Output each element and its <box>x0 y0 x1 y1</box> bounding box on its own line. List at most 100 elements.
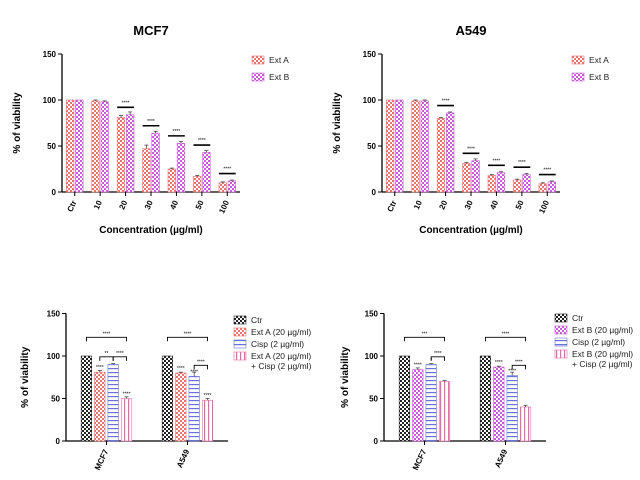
bar <box>94 371 106 442</box>
x-tick-label: 100 <box>537 199 551 215</box>
legend-swatch <box>233 339 247 349</box>
chart-panel-3: 0 50 100 150 % of viability MCF7 **** **** A549 *… <box>20 310 312 472</box>
significance-label: **** <box>190 369 198 375</box>
significance-label: **** <box>502 331 510 337</box>
x-tick-label: 100 <box>217 199 231 215</box>
legend-label: Ext A (20 µg/ml) <box>251 327 311 337</box>
y-tick-label: 150 <box>363 50 377 59</box>
significance-label: **** <box>508 369 516 375</box>
bar <box>398 355 411 442</box>
x-tick-label: A549 <box>493 448 509 470</box>
bar <box>188 376 200 442</box>
bar <box>436 118 446 193</box>
y-axis-label: % of viability <box>20 346 31 408</box>
legend-swatch <box>571 55 585 65</box>
x-tick-label: 50 <box>514 199 526 211</box>
bar <box>66 99 75 193</box>
bar <box>100 101 109 193</box>
significance-label: **** <box>204 393 212 399</box>
significance-label: **** <box>198 138 206 144</box>
y-tick-label: 0 <box>52 188 57 197</box>
significance-label: **** <box>518 160 526 166</box>
y-tick-label: 100 <box>365 352 379 361</box>
legend-label: Cisp (2 µg/ml) <box>572 337 625 347</box>
x-tick-label: 50 <box>194 199 206 211</box>
y-tick-label: 150 <box>43 50 57 59</box>
significance-label: **** <box>515 359 523 365</box>
bar <box>513 179 522 193</box>
significance-bracket <box>430 356 445 361</box>
x-tick-label: 10 <box>92 199 104 211</box>
legend-swatch <box>554 313 568 323</box>
bar <box>538 183 547 193</box>
legend-swatch <box>251 55 265 65</box>
legend-swatch <box>233 327 247 337</box>
significance-bracket <box>112 356 127 361</box>
bar <box>547 181 556 193</box>
bar <box>395 99 404 193</box>
chart-panel-2: A549 0 50 100 150 % of viability Concentration… <box>332 23 610 236</box>
x-tick-label: 30 <box>143 199 155 211</box>
x-axis-label: Concentration (µg/ml) <box>419 225 523 236</box>
y-tick-label: 50 <box>51 395 60 404</box>
y-tick-label: 50 <box>47 142 56 151</box>
significance-label: **** <box>122 100 130 106</box>
bar <box>80 355 93 442</box>
y-tick-label: 0 <box>56 437 61 446</box>
y-axis-label: % of viability <box>332 92 343 154</box>
bar <box>506 375 518 442</box>
bar <box>175 372 187 442</box>
bar <box>487 175 496 193</box>
legend-label: Ext B <box>269 72 290 82</box>
significance-label: *** <box>422 331 428 337</box>
significance-label: **** <box>493 158 501 164</box>
legend-swatch <box>251 72 265 82</box>
significance-label: **** <box>442 99 450 105</box>
significance-label: **** <box>434 351 442 357</box>
bar <box>107 364 119 442</box>
significance-bracket <box>99 356 114 361</box>
x-tick-label: A549 <box>175 448 191 470</box>
y-tick-label: 100 <box>43 96 57 105</box>
significance-label: **** <box>123 392 131 398</box>
legend-swatch <box>571 72 585 82</box>
x-tick-label: 10 <box>412 199 424 211</box>
significance-label: ** <box>105 351 109 357</box>
y-tick-label: 50 <box>367 142 376 151</box>
bar <box>218 182 227 193</box>
bar <box>462 163 471 193</box>
legend-swatch <box>554 337 568 347</box>
chart-title: MCF7 <box>133 23 168 38</box>
significance-label: **** <box>147 119 155 125</box>
bar <box>91 100 100 193</box>
chart-panel-1: MCF7 0 50 100 150 % of viability Concentration… <box>12 23 290 236</box>
x-tick-label: Ctr <box>65 199 78 213</box>
legend-swatch <box>554 325 568 335</box>
significance-bracket <box>167 336 208 342</box>
bar <box>202 152 211 193</box>
bar <box>412 369 424 442</box>
bar <box>116 117 126 193</box>
legend-label: Ext A <box>269 55 289 65</box>
significance-label: **** <box>414 363 422 369</box>
x-tick-label: 20 <box>437 199 449 211</box>
bar <box>386 99 395 193</box>
bar <box>176 142 186 193</box>
x-tick-label: 30 <box>463 199 475 211</box>
bar <box>161 355 174 442</box>
significance-label: **** <box>197 359 205 365</box>
bar <box>193 176 202 193</box>
bar <box>227 180 236 193</box>
legend-label: Ctr <box>251 315 263 325</box>
x-tick-label: 40 <box>488 199 500 211</box>
bar <box>519 406 532 442</box>
legend-label: Ext B (20 µg/ml) <box>572 325 633 335</box>
significance-label: **** <box>103 331 111 337</box>
y-tick-label: 150 <box>365 310 379 319</box>
x-tick-label: 20 <box>117 199 129 211</box>
significance-bracket <box>86 336 127 342</box>
bar <box>522 174 531 193</box>
bar <box>411 100 420 193</box>
